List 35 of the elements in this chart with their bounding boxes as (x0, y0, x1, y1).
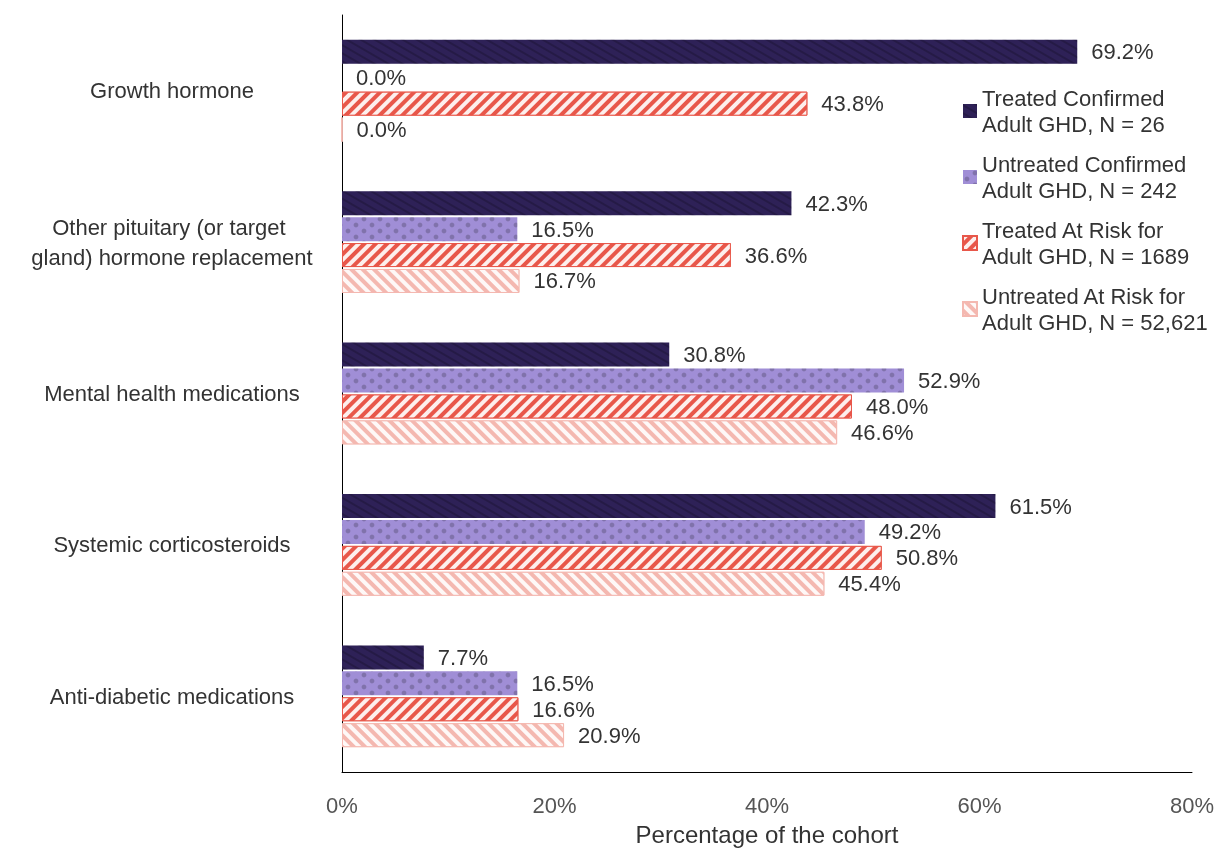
y-tick-label: Mental health medications (44, 381, 300, 406)
legend-label: Treated At Risk for Adult GHD, N = 1689 (982, 217, 1190, 269)
data-label: 16.6% (532, 696, 595, 722)
y-tick-label: Other pituitary (or target gland) hormone replacement (31, 214, 313, 270)
data-label: 61.5% (1009, 493, 1072, 519)
data-label: 7.7% (437, 644, 488, 670)
data-label: 20.9% (578, 722, 641, 748)
data-label: 0.0% (356, 65, 407, 91)
x-tick-label: 40% (744, 792, 790, 818)
data-label: 16.5% (531, 216, 594, 242)
data-label: 52.9% (918, 368, 981, 394)
data-label: 42.3% (805, 190, 868, 216)
data-label: 69.2% (1091, 39, 1154, 65)
y-tick-label: Systemic corticosteroids (53, 532, 291, 558)
data-label: 50.8% (895, 545, 959, 571)
y-tick-label: Growth hormone (90, 78, 254, 104)
x-tick-label: 0% (326, 792, 358, 818)
data-label: 30.8% (683, 342, 746, 368)
legend-label: Untreated At Risk for Adult GHD, N = 52,621 (982, 283, 1208, 335)
x-tick-label: 60% (957, 792, 1002, 818)
data-label: 46.6% (851, 419, 914, 445)
x-tick-label: 20% (532, 792, 577, 818)
data-label: 0.0% (356, 117, 407, 143)
data-label: 16.5% (531, 670, 594, 696)
legend-label: Untreated Confirmed Adult GHD, N = 242 (982, 151, 1193, 203)
legend-label: Treated Confirmed Adult GHD, N = 26 (982, 85, 1171, 137)
y-tick-label: Anti-diabetic medications (49, 683, 295, 709)
data-label: 48.0% (865, 393, 929, 419)
data-label: 49.2% (878, 519, 942, 545)
data-label: 45.4% (838, 571, 901, 597)
x-tick-label: 80% (1169, 792, 1215, 818)
data-label: 43.8% (821, 91, 884, 117)
data-label: 36.6% (744, 242, 808, 268)
x-axis-title: Percentage of the cohort (635, 820, 899, 848)
data-label: 16.7% (533, 268, 596, 294)
